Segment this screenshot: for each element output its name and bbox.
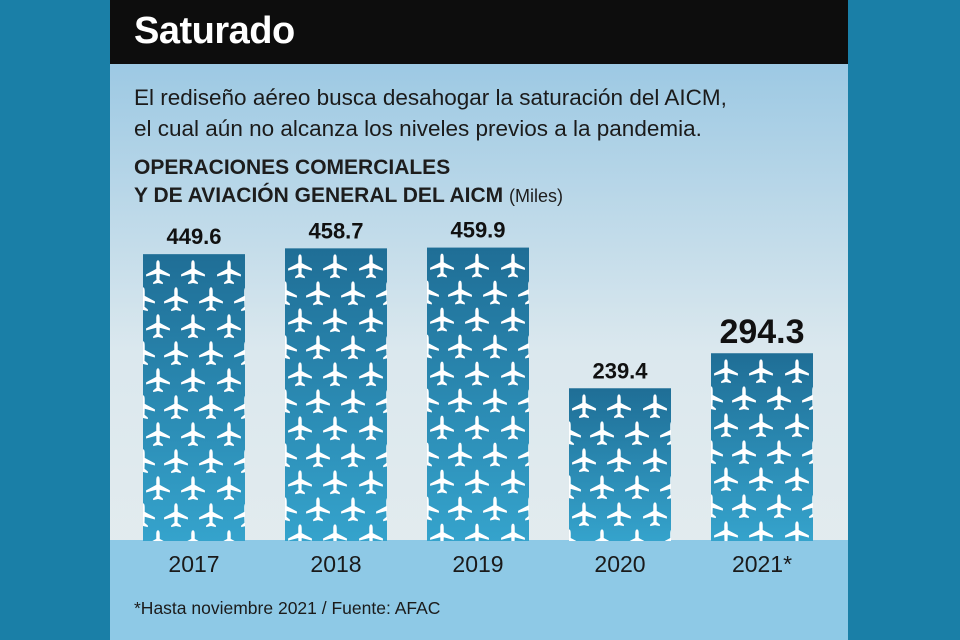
page-title: Saturado	[134, 10, 295, 52]
value-label: 294.3	[719, 313, 804, 351]
category-label: 2018	[310, 551, 361, 577]
subtitle: El rediseño aéreo busca desahogar la sat…	[134, 82, 834, 144]
chart-title-line-2: Y DE AVIACIÓN GENERAL DEL AICM (Miles)	[134, 182, 834, 210]
footnote-note: *Hasta noviembre 2021 /	[134, 598, 332, 618]
bar	[285, 248, 387, 541]
value-label: 449.6	[166, 224, 221, 249]
chart-title: OPERACIONES COMERCIALES Y DE AVIACIÓN GE…	[134, 154, 834, 210]
subtitle-line-2: el cual aún no alcanza los niveles previ…	[134, 116, 702, 141]
chart-unit: (Miles)	[508, 186, 563, 206]
header-bar: Saturado	[110, 0, 848, 64]
category-label: 2020	[594, 551, 645, 577]
axis-band	[110, 540, 848, 640]
value-label: 239.4	[592, 358, 648, 383]
category-label: 2021*	[732, 551, 792, 577]
category-label: 2019	[452, 551, 503, 577]
value-label: 458.7	[308, 218, 363, 243]
footnote: *Hasta noviembre 2021 / Fuente: AFAC	[134, 598, 440, 619]
bar-group: 239.4 2020	[569, 358, 671, 577]
bar-group: 458.7 2018	[285, 218, 387, 577]
bar-group: 459.9 2019	[427, 218, 529, 577]
bar	[711, 353, 813, 541]
bar-chart: 449.6 2017 458.7 2018 459.9 2019 239.4 2020 294.…	[143, 218, 813, 577]
value-label: 459.9	[450, 218, 505, 243]
subtitle-line-1: El rediseño aéreo busca desahogar la sat…	[134, 85, 727, 110]
category-label: 2017	[168, 551, 219, 577]
bar-group: 294.3 2021*	[711, 313, 813, 577]
footnote-source: Fuente: AFAC	[331, 598, 441, 618]
bar	[427, 247, 529, 541]
infographic-panel: Saturado El rediseño aéreo busca desahog…	[110, 0, 848, 640]
bar-group: 449.6 2017	[143, 224, 245, 577]
chart-title-line-1: OPERACIONES COMERCIALES	[134, 156, 451, 179]
chart-title-line-2-text: Y DE AVIACIÓN GENERAL DEL AICM	[134, 184, 504, 207]
